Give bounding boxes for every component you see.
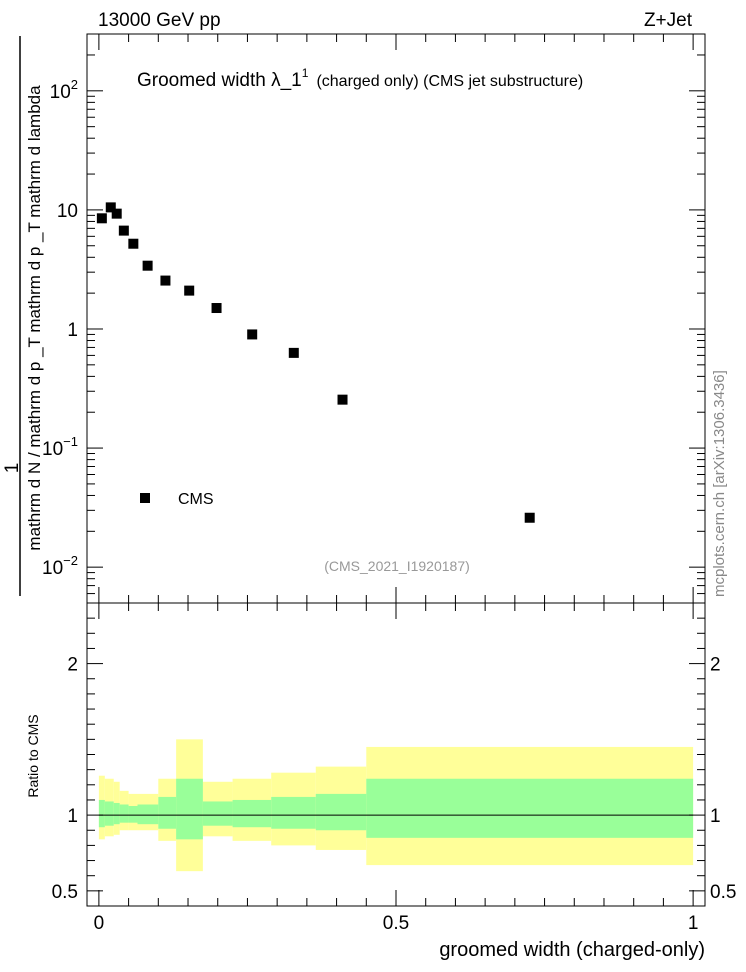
uncertainty-band-inner	[119, 804, 129, 823]
ratio-y-tick-label-right: 2	[710, 655, 721, 676]
y-tick-label: 10−1	[42, 434, 78, 460]
data-point	[211, 303, 222, 314]
data-point	[337, 394, 348, 405]
uncertainty-band-inner	[113, 802, 120, 825]
x-tick-label: 1	[688, 913, 699, 934]
uncertainty-band-inner	[176, 778, 203, 840]
chart-title-sup: 1	[302, 66, 309, 80]
legend-marker	[140, 493, 150, 503]
data-point	[247, 329, 258, 340]
chart-title-main: Groomed width λ_1	[137, 70, 302, 91]
x-axis-label: groomed width (charged-only)	[439, 939, 705, 961]
y-axis-label-denominator: mathrm d N / mathrm d p _T mathrm d p _T…	[25, 85, 44, 551]
x-tick-labels: 0 0.5 1	[94, 913, 699, 934]
data-point	[105, 202, 116, 213]
x-tick-label: 0.5	[383, 913, 409, 934]
uncertainty-band-inner	[98, 799, 105, 828]
ratio-y-tick-label: 2	[67, 655, 78, 676]
data-point	[524, 512, 535, 523]
y-tick-label: 10	[57, 201, 78, 222]
ratio-y-tick-label: 1	[67, 806, 78, 827]
uncertainty-band-inner	[366, 778, 694, 838]
uncertainty-band-inner	[202, 801, 233, 826]
ratio-panel: 2 21 10.5 0.5 0 0.5 1	[52, 602, 737, 934]
side-label: mcplots.cern.ch [arXiv:1306.3436]	[711, 370, 728, 597]
y-axis-label: 1 mathrm d N / mathrm d p _T mathrm d p …	[2, 36, 44, 596]
x-tick-label: 0	[94, 913, 105, 934]
data-point	[128, 238, 139, 249]
data-points	[96, 202, 535, 523]
data-point	[142, 260, 153, 271]
ratio-y-axis-label: Ratio to CMS	[25, 714, 41, 797]
data-point	[111, 208, 122, 219]
watermark: (CMS_2021_I1920187)	[324, 558, 470, 574]
ratio-y-tick-label-right: 0.5	[710, 882, 736, 903]
data-point	[288, 347, 299, 358]
uncertainty-band-inner	[232, 799, 272, 828]
ratio-bands	[98, 739, 694, 872]
ratio-panel-ticks	[87, 603, 705, 906]
uncertainty-band-inner	[104, 801, 114, 826]
ratio-y-tick-labels: 2 2 1 1 0.5 0.5	[52, 655, 737, 903]
uncertainty-band-inner	[158, 796, 177, 829]
ratio-y-tick-label-right: 1	[710, 806, 721, 827]
main-panel-frame	[86, 33, 706, 604]
y-tick-label: 102	[50, 77, 78, 103]
main-panel-y-tick-labels: 102 10 1 10−1 10−2	[42, 77, 78, 579]
header-right: Z+Jet	[644, 10, 693, 31]
main-panel-ticks	[87, 33, 705, 604]
y-tick-label: 1	[67, 320, 78, 341]
data-point	[160, 275, 171, 286]
legend-label: CMS	[178, 491, 214, 508]
uncertainty-band-inner	[271, 796, 316, 829]
data-point	[118, 225, 129, 236]
data-point	[96, 213, 107, 224]
data-point	[184, 285, 195, 296]
y-axis-label-numerator: 1	[2, 463, 23, 474]
ratio-y-tick-label: 0.5	[52, 882, 78, 903]
uncertainty-band-inner	[315, 793, 367, 831]
y-tick-label: 10−2	[42, 553, 78, 579]
chart-title-tail: (charged only) (CMS jet substructure)	[316, 73, 583, 90]
header-left: 13000 GeV pp	[98, 10, 221, 31]
chart-title: Groomed width λ_11 (charged only) (CMS je…	[137, 66, 583, 91]
uncertainty-band-inner	[137, 804, 159, 825]
uncertainty-band-inner	[128, 806, 138, 823]
ratio-panel-frame	[86, 602, 706, 907]
